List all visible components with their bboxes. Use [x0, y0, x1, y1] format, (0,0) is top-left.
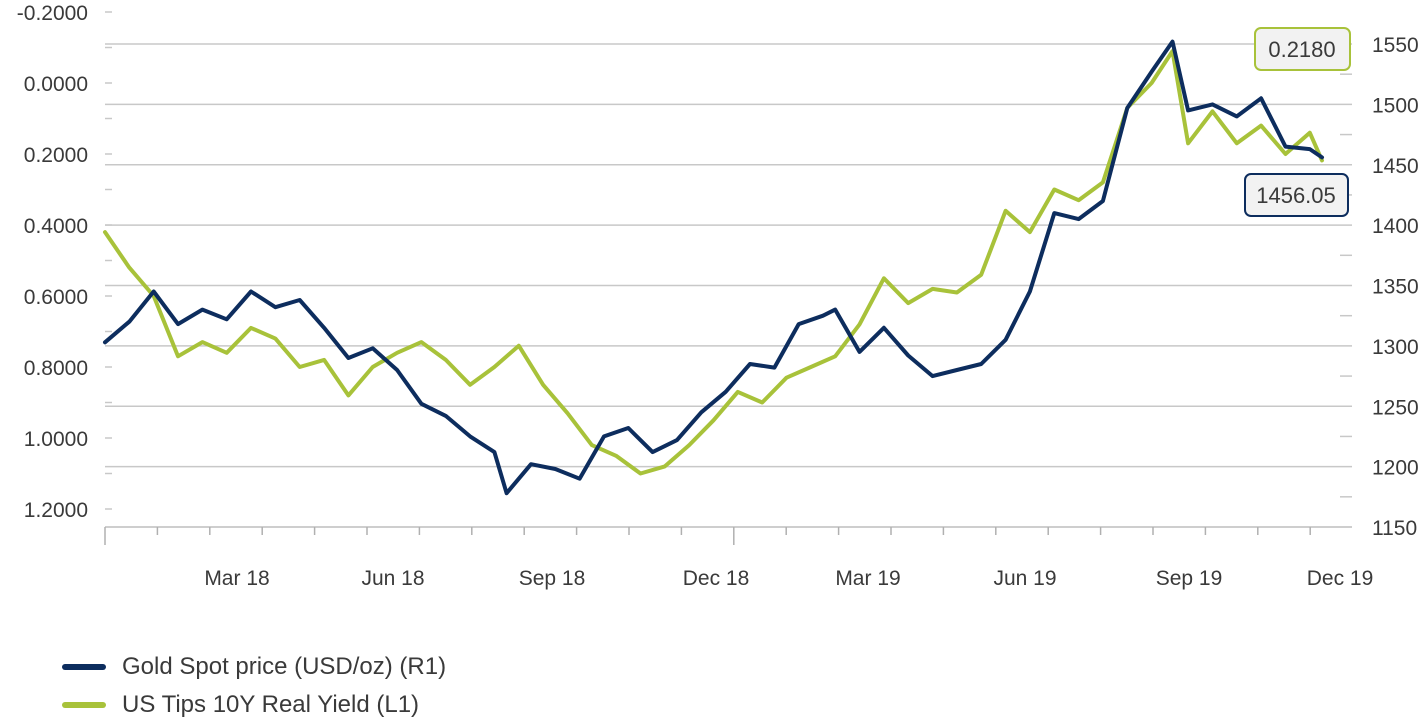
legend-swatch-tips [62, 702, 106, 708]
left-tick-label: 1.0000 [24, 428, 88, 451]
chart-canvas: -0.2000 0.0000 0.2000 0.4000 0.6000 0.8000 1.0… [17, 2, 1419, 590]
legend-label-tips: US Tips 10Y Real Yield (L1) [122, 691, 420, 718]
right-axis: 1550 1500 1450 1400 1350 1300 1250 1200 1150 [1340, 34, 1419, 540]
x-tick-label: Jun 19 [993, 567, 1056, 590]
left-tick-label: 0.4000 [24, 215, 88, 238]
left-tick-label: 0.2000 [24, 144, 88, 167]
gridlines [105, 43, 1352, 528]
x-tick-label: Dec 18 [683, 567, 750, 590]
tips-yield-line [103, 49, 1324, 476]
x-tick-label: Mar 18 [204, 567, 269, 590]
legend-swatch-gold [62, 664, 106, 670]
left-tick-label: 1.2000 [24, 499, 88, 522]
x-tick-label: Jun 18 [361, 567, 424, 590]
right-tick-label: 1500 [1372, 94, 1419, 117]
x-axis: Mar 18 Jun 18 Sep 18 Dec 18 Mar 19 Jun 19 Sep … [104, 526, 1374, 590]
left-tick-label: 0.8000 [24, 357, 88, 380]
right-tick-label: 1150 [1372, 517, 1417, 540]
gold-value-callout: 1456.05 [1244, 173, 1349, 217]
right-tick-label: 1350 [1372, 276, 1419, 299]
x-tick-label: Dec 19 [1307, 567, 1374, 590]
legend-label-gold: Gold Spot price (USD/oz) (R1) [122, 653, 447, 680]
right-tick-label: 1400 [1372, 215, 1419, 238]
yield-value-callout: 0.2180 [1254, 27, 1351, 71]
left-tick-label: 0.0000 [24, 73, 88, 96]
yield-value-label: 0.2180 [1268, 37, 1335, 62]
gold-price-line [103, 39, 1324, 496]
right-tick-label: 1550 [1372, 34, 1419, 57]
legend: Gold Spot price (USD/oz) (R1) US Tips 10… [62, 648, 446, 724]
left-tick-label: -0.2000 [17, 2, 88, 25]
left-tick-label: 0.6000 [24, 286, 88, 309]
x-tick-label: Sep 19 [1156, 567, 1223, 590]
right-tick-label: 1300 [1372, 336, 1419, 359]
left-axis: -0.2000 0.0000 0.2000 0.4000 0.6000 0.8000 1.0… [17, 2, 112, 522]
gold-value-label: 1456.05 [1256, 183, 1336, 208]
series-layer [103, 39, 1324, 496]
x-tick-label: Sep 18 [519, 567, 586, 590]
right-tick-label: 1250 [1372, 396, 1419, 419]
x-tick-label: Mar 19 [835, 567, 900, 590]
legend-item-tips: US Tips 10Y Real Yield (L1) [62, 686, 446, 724]
legend-item-gold: Gold Spot price (USD/oz) (R1) [62, 648, 446, 686]
right-tick-label: 1450 [1372, 155, 1419, 178]
right-tick-label: 1200 [1372, 457, 1419, 480]
